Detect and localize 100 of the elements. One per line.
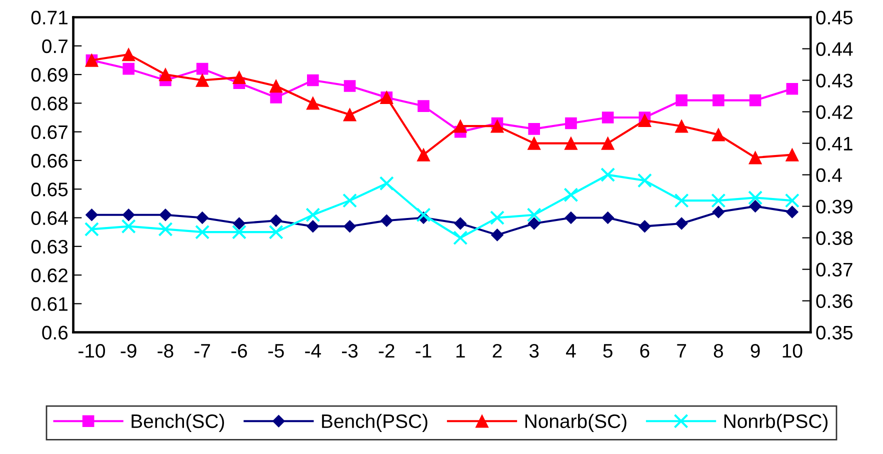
y2-tick-label: 0.37 [816,262,852,277]
x-tick-label: 10 [782,344,802,358]
point [306,220,320,233]
y2-tick-label: 0.36 [816,294,852,308]
y2-tick-label: 0.42 [816,105,852,120]
x-tick-label: 9 [750,344,760,358]
point [565,117,577,130]
x-tick-label: -7 [194,344,210,358]
y-tick-label: 0.62 [31,268,68,282]
point [638,114,652,127]
point [416,148,430,162]
point [232,224,246,240]
point [601,136,614,150]
point [712,94,724,106]
x-tick-label: -6 [231,344,247,358]
point [711,193,726,208]
point [784,193,800,208]
y2-tick-label: 0.39 [816,200,852,214]
point [602,212,614,224]
x-tick-label: -9 [120,344,136,358]
y-tick-label: 0.64 [31,211,68,225]
y-tick-label: 0.61 [31,297,68,311]
point [379,176,394,191]
point [564,136,578,150]
point [675,217,688,230]
point [786,148,799,162]
point [748,151,762,164]
point [158,68,172,82]
point [418,100,430,112]
x-tick-label: 3 [529,344,539,358]
point [306,96,320,110]
y-tick-label: 0.63 [31,240,68,254]
y-tick-label: 0.7 [42,39,68,54]
y2-tick-label: 0.44 [816,42,853,56]
point [748,190,763,205]
legend-label: Bench(PSC) [322,414,428,432]
point [343,108,356,122]
point [122,48,136,62]
point [196,74,209,87]
x-tick-label: -8 [158,344,174,358]
point [232,70,246,84]
point [158,222,173,237]
point [270,92,282,104]
y2-tick-label: 0.45 [816,10,852,24]
point [490,119,504,133]
x-tick-label: -10 [78,344,106,358]
point [454,119,467,133]
x-tick-label: 2 [492,344,502,358]
x-tick-label: -2 [378,344,394,358]
x-tick-label: 8 [714,344,723,358]
point [269,79,283,93]
point [306,208,320,222]
point [528,217,540,230]
point [342,193,358,208]
y-tick-label: 0.68 [31,96,68,110]
y-tick-label: 0.69 [31,68,68,82]
legend-label: Bench(SC) [132,414,224,432]
point [602,112,614,124]
point [564,212,578,224]
point [270,214,282,227]
y-tick-label: 0.66 [31,154,68,168]
point [380,214,393,227]
x-tick-label: -3 [342,344,358,358]
point [453,230,468,246]
point [490,228,504,242]
point [749,200,762,213]
point [454,217,467,230]
x-tick-label: -4 [305,344,321,358]
point [268,224,284,240]
point [786,206,798,218]
point [528,136,541,150]
x-tick-label: 7 [677,344,686,358]
legend-label: Nonrb(PSC) [724,414,828,432]
y2-tick-label: 0.4 [816,168,842,182]
point [674,119,688,133]
point [344,80,356,92]
point [637,173,652,188]
point [121,219,136,234]
x-tick-label: 4 [566,344,576,358]
point [749,94,762,106]
point [196,62,208,75]
y-tick-label: 0.71 [31,10,68,24]
point [232,217,246,230]
point [122,62,134,75]
x-tick-label: 1 [456,344,465,358]
point [344,220,356,233]
point [84,222,100,237]
point [528,123,540,135]
y-tick-label: 0.67 [31,125,68,140]
point [490,210,505,226]
point [416,208,431,222]
x-tick-label: 5 [603,344,612,358]
point [712,206,725,218]
x-tick-label: 6 [640,344,650,358]
x-tick-label: -5 [268,344,284,358]
point [196,212,209,224]
point [564,188,578,202]
y2-tick-label: 0.38 [816,231,852,246]
point [85,208,98,222]
point [712,128,726,142]
